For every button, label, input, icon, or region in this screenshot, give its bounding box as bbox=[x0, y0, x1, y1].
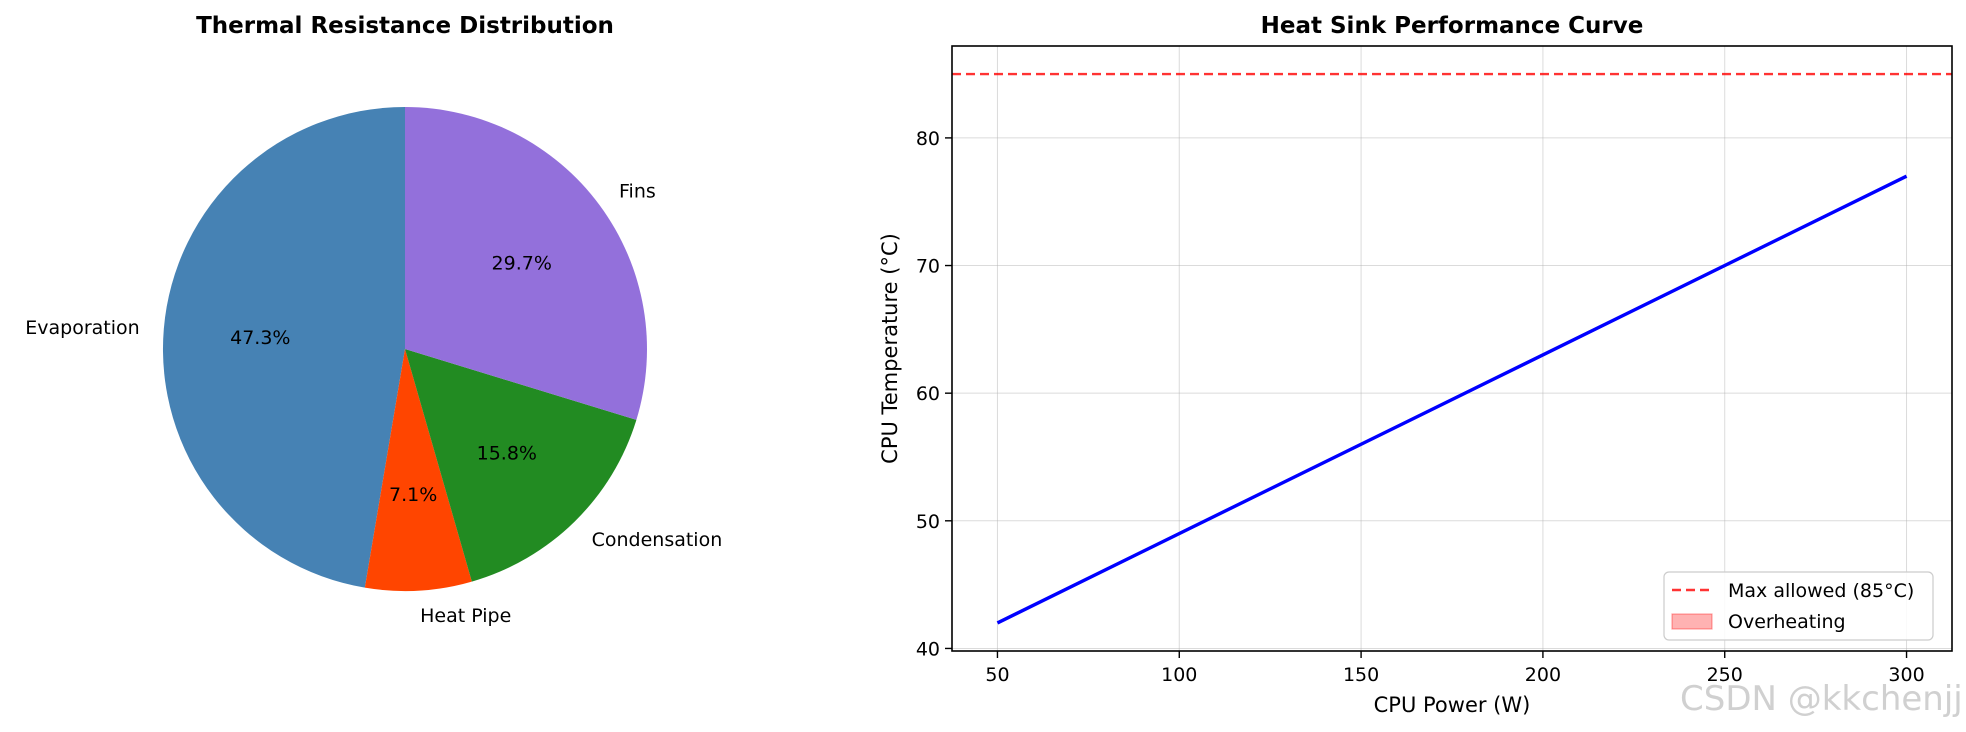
legend-max-allowed-label: Max allowed (85°C) bbox=[1728, 580, 1914, 602]
pie-slice-fins bbox=[405, 107, 647, 420]
pie-slices bbox=[162, 107, 647, 592]
legend-overheating-label: Overheating bbox=[1728, 611, 1846, 633]
x-tick-label-50: 50 bbox=[985, 664, 1009, 686]
x-tick-label-200: 200 bbox=[1525, 664, 1561, 686]
pie-label-fins: Fins bbox=[619, 181, 656, 203]
x-tick-label-250: 250 bbox=[1707, 664, 1743, 686]
y-tick-label-60: 60 bbox=[916, 383, 940, 405]
legend: Max allowed (85°C) Overheating bbox=[1663, 571, 1934, 641]
pie-pct-condensation: 15.8% bbox=[477, 443, 537, 465]
pie-pct-evaporation: 47.3% bbox=[230, 327, 290, 349]
pie-label-evaporation: Evaporation bbox=[25, 317, 139, 339]
y-tick-label-80: 80 bbox=[916, 128, 940, 150]
pie-pct-fins: 29.7% bbox=[492, 253, 552, 275]
y-tick-label-40: 40 bbox=[916, 638, 940, 660]
pie-pct-heat-pipe: 7.1% bbox=[389, 484, 437, 506]
legend-overheating-swatch bbox=[1671, 613, 1713, 630]
y-tick-label-50: 50 bbox=[916, 511, 940, 533]
pie-chart: Thermal Resistance Distribution Evaporat… bbox=[25, 13, 722, 627]
x-tick-label-150: 150 bbox=[1343, 664, 1379, 686]
x-tick-label-100: 100 bbox=[1161, 664, 1197, 686]
pie-slice-evaporation bbox=[162, 107, 405, 588]
x-axis-label: CPU Power (W) bbox=[1374, 693, 1531, 717]
pie-slice-condensation bbox=[405, 349, 637, 582]
series-line-cpu-temperature bbox=[996, 174, 1908, 625]
pie-labels: Evaporation 47.3% Heat Pipe 7.1% Condensatio… bbox=[25, 181, 722, 627]
line-chart-series bbox=[996, 174, 1908, 625]
pie-label-heat-pipe: Heat Pipe bbox=[420, 605, 511, 627]
pie-label-condensation: Condensation bbox=[592, 529, 723, 551]
legend-box bbox=[1663, 571, 1934, 641]
line-chart: Heat Sink Performance Curve 50 100 150 200 2… bbox=[878, 13, 1953, 717]
x-tick-label-300: 300 bbox=[1888, 664, 1924, 686]
line-chart-grid bbox=[952, 46, 1952, 651]
y-tick-label-70: 70 bbox=[916, 256, 940, 278]
line-chart-axes-frame bbox=[951, 45, 1953, 652]
y-axis-label: CPU Temperature (°C) bbox=[878, 233, 902, 464]
line-chart-title: Heat Sink Performance Curve bbox=[1261, 13, 1644, 39]
watermark: CSDN @kkchenjj bbox=[1680, 679, 1963, 719]
line-chart-ticks: 50 100 150 200 250 300 40 50 60 70 80 bbox=[916, 128, 1925, 686]
pie-slice-heat-pipe bbox=[364, 349, 472, 592]
pie-chart-title: Thermal Resistance Distribution bbox=[196, 13, 614, 39]
